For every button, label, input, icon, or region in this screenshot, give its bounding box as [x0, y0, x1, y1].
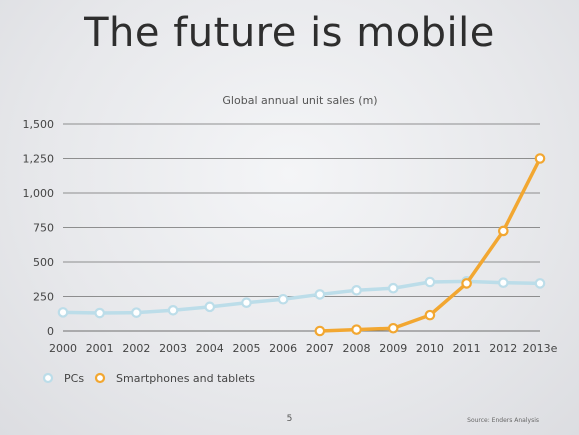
data-point — [387, 322, 399, 334]
data-point — [241, 297, 252, 309]
series-line — [61, 279, 542, 315]
x-tick-label: 2006 — [269, 342, 297, 355]
legend-marker-icon — [42, 372, 54, 384]
series-smartphones-tablets — [314, 153, 546, 337]
data-point — [314, 325, 326, 337]
x-tick-label: 2007 — [306, 342, 334, 355]
slide-title: The future is mobile — [84, 10, 495, 56]
y-tick-label: 500 — [33, 256, 54, 269]
y-tick-label: 1,250 — [23, 153, 55, 166]
data-point — [424, 276, 436, 288]
x-tick-label: 2011 — [453, 342, 481, 355]
data-point — [498, 225, 509, 237]
legend-label: PCs — [64, 372, 84, 385]
x-tick-label: 2008 — [343, 342, 371, 355]
y-tick-label: 750 — [33, 222, 54, 235]
data-point — [534, 153, 546, 164]
data-point — [351, 324, 362, 335]
x-tick-label: 2004 — [196, 342, 224, 355]
data-point — [277, 293, 289, 305]
data-point — [351, 284, 362, 296]
legend-marker-icon — [94, 372, 106, 384]
series-line — [318, 156, 542, 333]
x-tick-label: 2002 — [122, 342, 150, 355]
data-point — [314, 289, 326, 300]
x-tick-label: 2005 — [232, 342, 260, 355]
y-tick-label: 0 — [47, 325, 54, 338]
legend: PCs Smartphones and tablets — [42, 372, 255, 385]
series-layer — [57, 153, 546, 337]
y-tick-label: 1,500 — [23, 118, 55, 131]
data-point — [387, 282, 399, 294]
data-point — [131, 307, 142, 318]
y-axis-ticks: 0 250 500 750 1,000 1,250 1,500 — [23, 118, 55, 338]
chart-title: Global annual unit sales (m) — [222, 94, 377, 107]
x-tick-label: 2000 — [49, 342, 77, 355]
data-point — [498, 277, 509, 288]
data-point — [57, 307, 69, 318]
x-tick-label: 2013e — [523, 342, 558, 355]
source-note: Source: Enders Analysis — [467, 417, 539, 424]
data-point — [424, 309, 436, 321]
legend-item: Smartphones and tablets — [94, 372, 255, 385]
data-point — [461, 278, 472, 289]
legend-label: Smartphones and tablets — [116, 372, 255, 385]
data-point — [534, 278, 546, 289]
y-tick-label: 1,000 — [23, 187, 55, 200]
x-tick-label: 2010 — [416, 342, 444, 355]
x-axis-ticks: 2000 2001 2002 2003 2004 2005 2006 2007 2008 2009… — [49, 342, 558, 355]
page-number: 5 — [286, 414, 293, 424]
data-point — [204, 301, 216, 313]
x-tick-label: 2012 — [489, 342, 517, 355]
x-tick-label: 2001 — [86, 342, 114, 355]
data-point — [167, 304, 179, 316]
legend-item: PCs — [42, 372, 84, 385]
series-pcs — [57, 276, 546, 319]
x-tick-label: 2003 — [159, 342, 187, 355]
x-tick-label: 2009 — [379, 342, 407, 355]
y-tick-label: 250 — [33, 291, 54, 304]
gridlines — [63, 123, 540, 332]
data-point — [94, 307, 105, 319]
